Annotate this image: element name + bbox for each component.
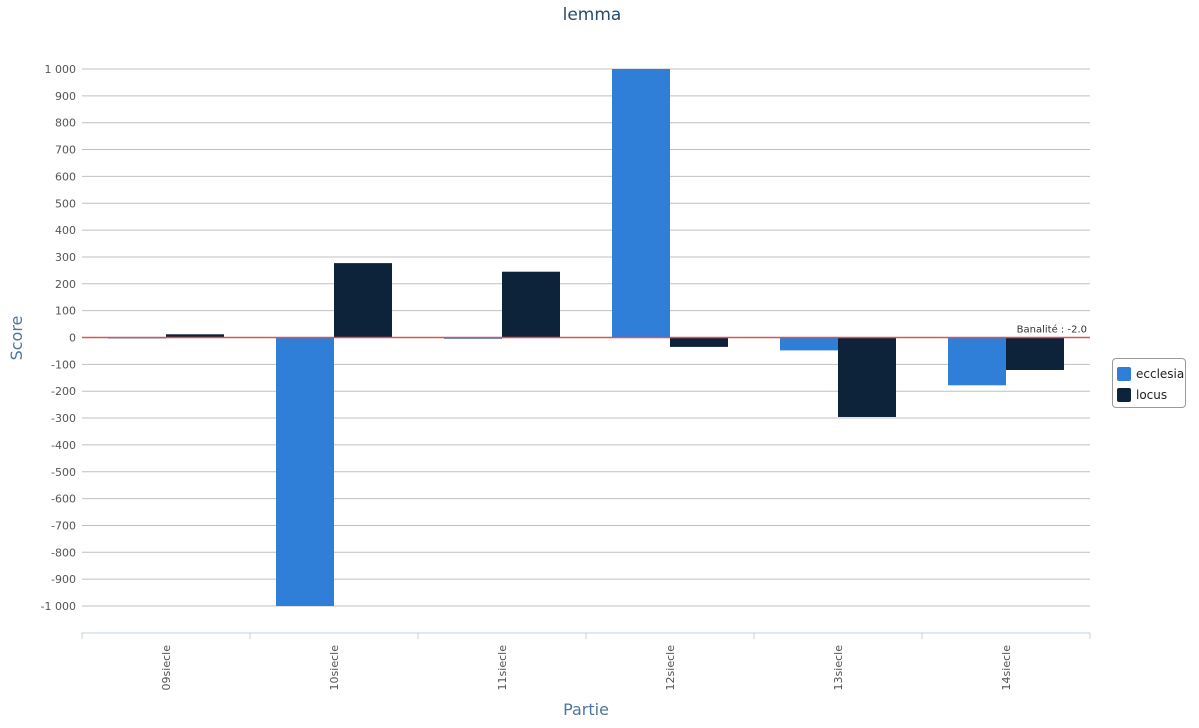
bar-ecclesia-12siecle bbox=[612, 69, 670, 338]
y-tick-label: 600 bbox=[55, 170, 76, 183]
legend-swatch-locus bbox=[1117, 387, 1131, 402]
x-axis: 09siecle 10siecle 11siecle 12siecle 13siecle… bbox=[81, 632, 1091, 691]
legend[interactable]: ecclesia locus bbox=[1112, 358, 1186, 408]
y-tick-label: -300 bbox=[51, 412, 76, 425]
y-tick-label: -700 bbox=[51, 519, 76, 532]
bar-locus-11siecle bbox=[502, 271, 560, 338]
x-tick-label: 10siecle bbox=[328, 645, 341, 691]
y-tick-label: 700 bbox=[55, 144, 76, 157]
y-tick-label: 300 bbox=[55, 251, 76, 264]
y-axis-title: Score bbox=[7, 316, 26, 361]
bar-ecclesia-13siecle bbox=[780, 337, 838, 351]
y-tick-label: -200 bbox=[51, 385, 76, 398]
legend-label-locus: locus bbox=[1136, 387, 1168, 402]
legend-swatch-ecclesia bbox=[1117, 366, 1131, 381]
y-tick-label: 400 bbox=[55, 224, 76, 237]
y-tick-label: 200 bbox=[55, 278, 76, 291]
y-tick-label: 1 000 bbox=[45, 63, 77, 76]
legend-label-ecclesia: ecclesia bbox=[1136, 366, 1185, 381]
bar-ecclesia-14siecle bbox=[948, 337, 1006, 386]
y-tick-label: 0 bbox=[69, 332, 76, 345]
x-tick-label: 13siecle bbox=[832, 645, 845, 691]
y-tick-label: -400 bbox=[51, 439, 76, 452]
x-tick-label: 12siecle bbox=[664, 645, 677, 691]
y-tick-label: 900 bbox=[55, 90, 76, 103]
x-axis-title: Partie bbox=[563, 700, 609, 719]
y-tick-label: -500 bbox=[51, 466, 76, 479]
bar-ecclesia-10siecle bbox=[276, 337, 334, 606]
y-tick-label: -1 000 bbox=[41, 600, 76, 613]
x-tick-label: 09siecle bbox=[160, 645, 173, 691]
bar-locus-13siecle bbox=[838, 337, 896, 417]
bar-locus-12siecle bbox=[670, 337, 728, 347]
y-tick-label: 500 bbox=[55, 197, 76, 210]
legend-item-locus[interactable]: locus bbox=[1117, 384, 1185, 405]
baseline-label: Banalité : -2.0 bbox=[1017, 324, 1087, 336]
y-axis-ticks: 1 0009008007006005004003002001000-100-20… bbox=[41, 63, 76, 613]
baseline: Banalité : -2.0 bbox=[82, 324, 1090, 339]
bars bbox=[108, 69, 1064, 606]
bar-locus-09siecle bbox=[166, 334, 224, 338]
x-tick-label: 11siecle bbox=[496, 645, 509, 691]
legend-item-ecclesia[interactable]: ecclesia bbox=[1117, 363, 1185, 384]
bar-locus-10siecle bbox=[334, 263, 392, 338]
y-tick-label: -900 bbox=[51, 573, 76, 586]
y-tick-label: 100 bbox=[55, 305, 76, 318]
y-tick-label: -800 bbox=[51, 546, 76, 559]
y-tick-label: -100 bbox=[51, 358, 76, 371]
y-tick-label: -600 bbox=[51, 493, 76, 506]
y-tick-label: 800 bbox=[55, 117, 76, 130]
x-tick-label: 14siecle bbox=[1000, 645, 1013, 691]
bar-locus-14siecle bbox=[1006, 337, 1064, 370]
chart-title: lemma bbox=[563, 5, 622, 25]
